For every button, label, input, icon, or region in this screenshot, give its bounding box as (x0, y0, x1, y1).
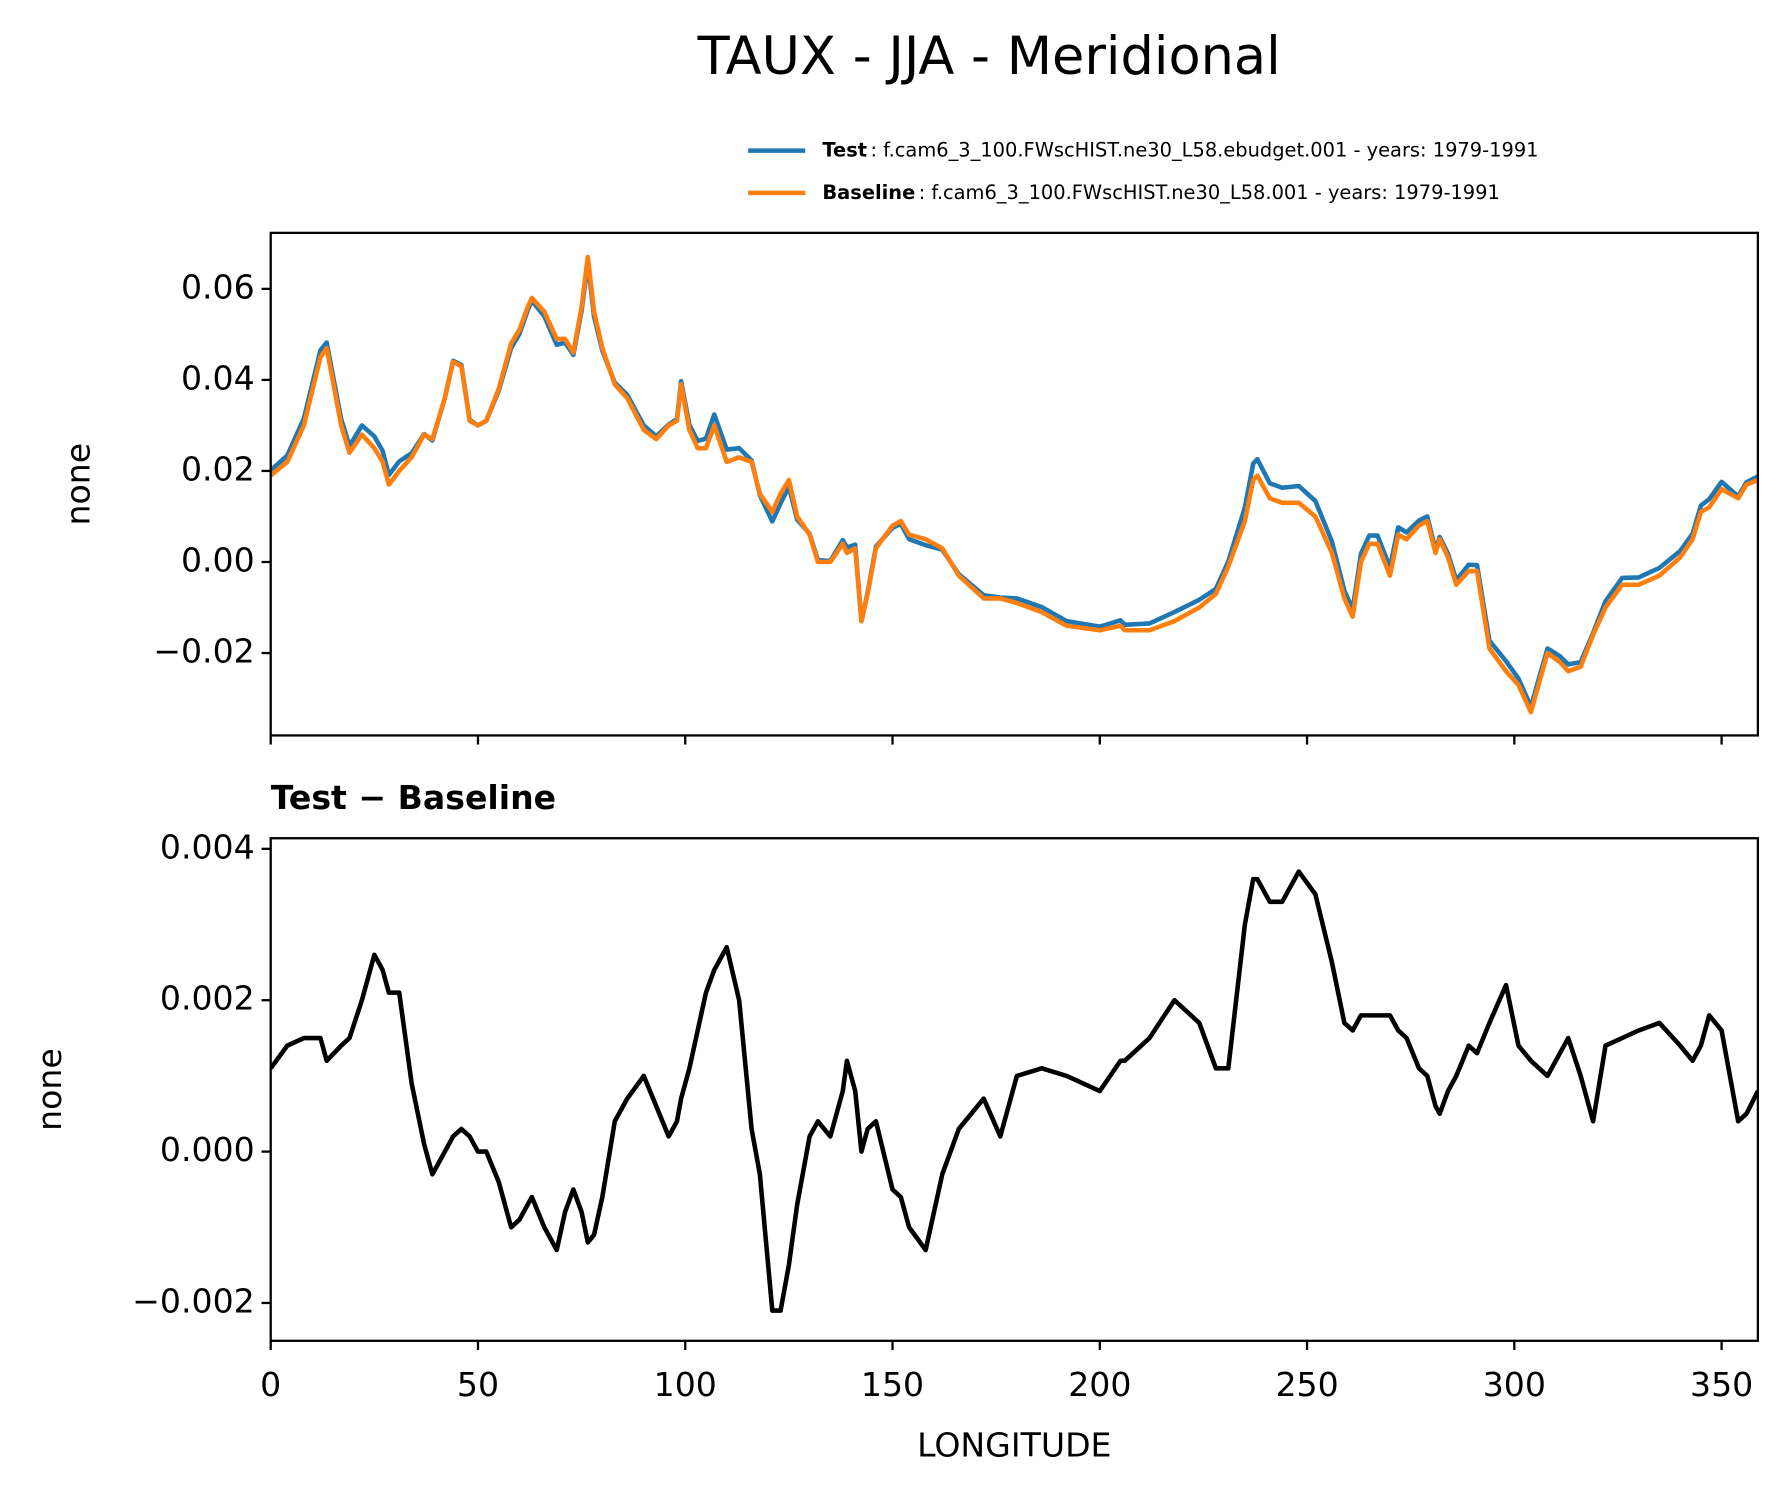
legend-label: Baseline: f.cam6_3_100.FWscHIST.ne30_L58… (822, 180, 1499, 203)
y-tick-label: 0.000 (160, 1130, 255, 1169)
data-line (270, 869, 1758, 1313)
legend-label: Test: f.cam6_3_100.FWscHIST.ne30_L58.ebu… (822, 138, 1538, 161)
x-tick-label: 200 (1068, 1365, 1131, 1404)
legend-name: Baseline (822, 180, 915, 203)
chart-title: TAUX - JJA - Meridional (697, 26, 1281, 87)
x-tick-label: 150 (861, 1365, 924, 1404)
y-axis-label: none (58, 443, 97, 526)
y-axis-label: none (30, 1048, 69, 1131)
x-tick-label: 50 (457, 1365, 499, 1404)
y-tick-label: 0.00 (181, 540, 255, 579)
x-axis-label: LONGITUDE (917, 1426, 1111, 1465)
x-tick-label: 100 (654, 1365, 717, 1404)
y-tick-label: 0.02 (181, 449, 255, 488)
legend-name: Test (822, 138, 867, 161)
x-tick-label: 250 (1275, 1365, 1338, 1404)
legend-detail: : f.cam6_3_100.FWscHIST.ne30_L58.ebudget… (870, 138, 1538, 161)
y-tick-label: 0.06 (181, 267, 255, 306)
y-tick-label: 0.002 (160, 979, 255, 1018)
subplot-title: Test − Baseline (271, 778, 556, 817)
legend-detail: : f.cam6_3_100.FWscHIST.ne30_L58.001 - y… (919, 180, 1500, 203)
data-line (270, 260, 1758, 710)
x-tick-label: 350 (1690, 1365, 1753, 1404)
x-tick-label: 300 (1483, 1365, 1546, 1404)
x-tick-label: 0 (260, 1365, 281, 1404)
axes-frame (269, 231, 1760, 737)
data-line (270, 254, 1758, 715)
y-tick-label: 0.04 (181, 358, 255, 397)
y-tick-label: −0.002 (132, 1281, 255, 1320)
y-tick-label: 0.004 (160, 827, 255, 866)
axes-frame (269, 837, 1760, 1342)
y-tick-label: −0.02 (153, 632, 254, 671)
